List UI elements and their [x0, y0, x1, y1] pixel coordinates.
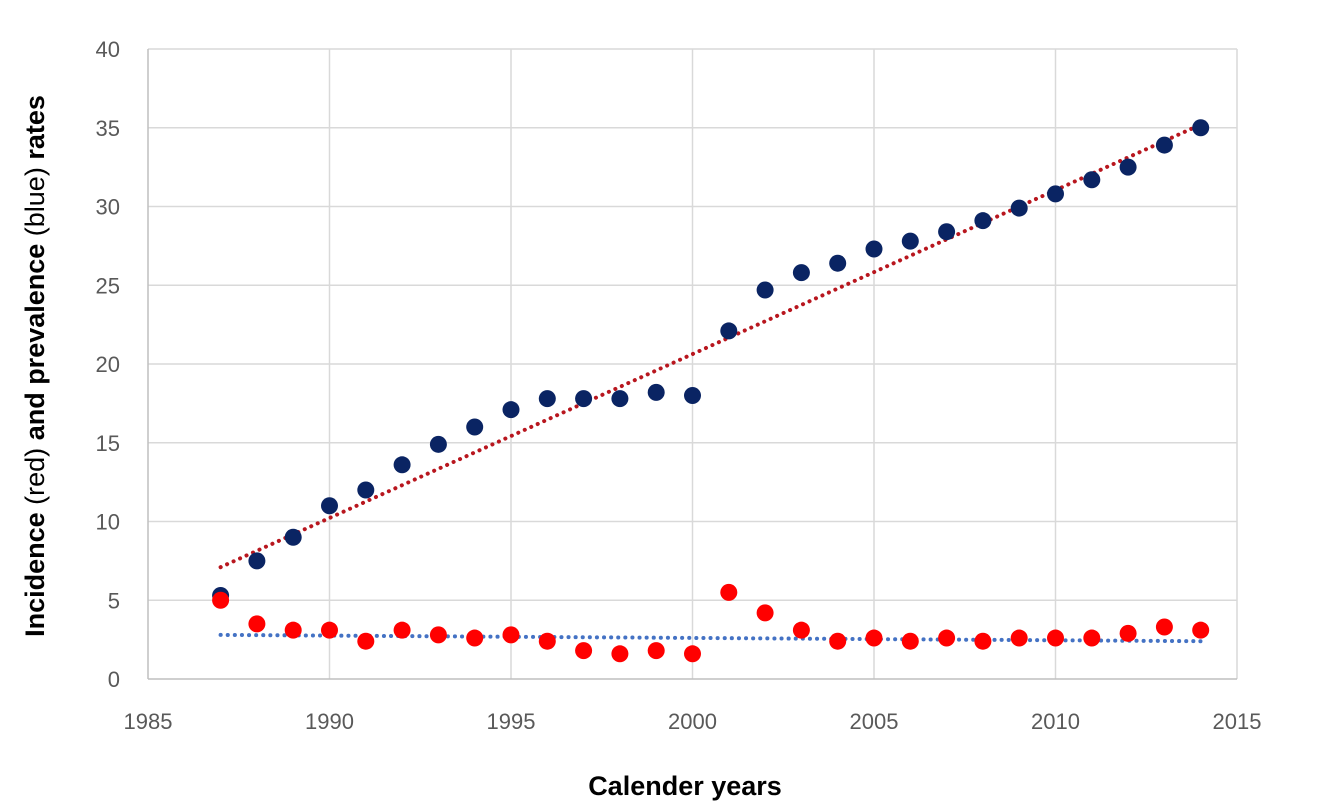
y-tick-label: 5 [108, 588, 120, 613]
incidence-point [357, 632, 375, 650]
axes [147, 49, 1237, 680]
prevalence-point [611, 390, 629, 408]
y-axis-title-part-2: (red) [20, 448, 50, 505]
y-tick-label: 20 [96, 352, 120, 377]
incidence-point [1010, 629, 1028, 647]
prevalence-point [321, 497, 338, 515]
prevalence-point [756, 281, 774, 299]
prevalence-point [466, 418, 484, 436]
prevalence-point [1047, 185, 1064, 203]
y-tick-label: 15 [96, 431, 120, 456]
prevalence-point [829, 254, 847, 272]
incidence-point [321, 621, 338, 639]
y-axis-title-part-5: rates [20, 95, 50, 167]
y-axis-title-part-1: Incidence [20, 505, 50, 637]
y-tick-label: 40 [96, 37, 120, 62]
x-tick-label: 2000 [668, 709, 717, 734]
incidence-point [393, 621, 411, 639]
x-tick-label: 1990 [305, 709, 354, 734]
prevalence-point [393, 456, 411, 474]
prevalence-point [865, 240, 883, 258]
incidence-point [647, 642, 665, 660]
prevalence-point [720, 322, 738, 340]
incidence-point [720, 583, 738, 601]
incidence-point [538, 632, 556, 650]
incidence-point [1083, 629, 1101, 647]
incidence-point [1155, 618, 1173, 636]
prevalence-point [974, 212, 992, 230]
prevalence-point [575, 390, 593, 408]
incidence-point [429, 626, 447, 644]
prevalence-point [792, 264, 810, 282]
incidence-point [974, 632, 992, 650]
x-tick-label: 2015 [1213, 709, 1262, 734]
prevalence-point [538, 390, 556, 408]
tick-labels: 0 5 10 15 20 25 30 35 40 1985 1990 1995 2000 2005 2010… [96, 37, 1262, 734]
y-axis-title: Incidence (red) and prevalence (blue) ra… [20, 95, 50, 637]
incidence-point [901, 632, 919, 650]
prevalence-trendline [218, 122, 1203, 570]
incidence-point [938, 629, 956, 647]
x-axis-title: Calender years [588, 771, 782, 801]
y-tick-label: 30 [96, 195, 120, 220]
prevalence-point [429, 435, 447, 453]
prevalence-point [1083, 171, 1101, 189]
incidence-trendline [218, 632, 1203, 644]
incidence-point [829, 632, 847, 650]
prevalence-point [1155, 136, 1173, 154]
x-tick-label: 1995 [487, 709, 536, 734]
prevalence-point [1010, 199, 1028, 217]
incidence-point [611, 645, 629, 663]
x-tick-label: 1985 [124, 709, 173, 734]
prevalence-point [901, 232, 919, 250]
incidence-point [684, 645, 701, 663]
y-tick-label: 0 [108, 667, 120, 692]
incidence-point [502, 626, 520, 644]
prevalence-point [284, 528, 302, 546]
prevalence-point [357, 481, 375, 499]
prevalence-point [684, 387, 701, 404]
x-tick-label: 2005 [850, 709, 899, 734]
prevalence-point [647, 383, 665, 401]
incidence-point [1119, 624, 1137, 642]
prevalence-point [938, 223, 956, 241]
prevalence-point [1119, 158, 1137, 176]
incidence-point [466, 629, 484, 647]
incidence-point [756, 604, 774, 622]
incidence-point [792, 621, 810, 639]
prevalence-point [248, 552, 266, 570]
incidence-point [865, 629, 883, 647]
incidence-point [212, 591, 230, 609]
prevalence-point [502, 401, 520, 419]
incidence-point [1047, 629, 1064, 647]
incidence-point [284, 621, 302, 639]
data-points [212, 119, 1210, 663]
x-tick-label: 2010 [1031, 709, 1080, 734]
y-tick-label: 35 [96, 116, 120, 141]
y-tick-label: 25 [96, 273, 120, 298]
grid [148, 48, 1238, 679]
incidence-point [575, 642, 593, 660]
y-axis-title-part-3: and prevalence [20, 236, 50, 448]
y-tick-label: 10 [96, 510, 120, 535]
y-axis-title-part-4: (blue) [20, 167, 50, 236]
incidence-point [1192, 621, 1210, 639]
prevalence-point [1192, 119, 1210, 137]
trendlines [218, 122, 1203, 644]
incidence-point [248, 615, 266, 633]
